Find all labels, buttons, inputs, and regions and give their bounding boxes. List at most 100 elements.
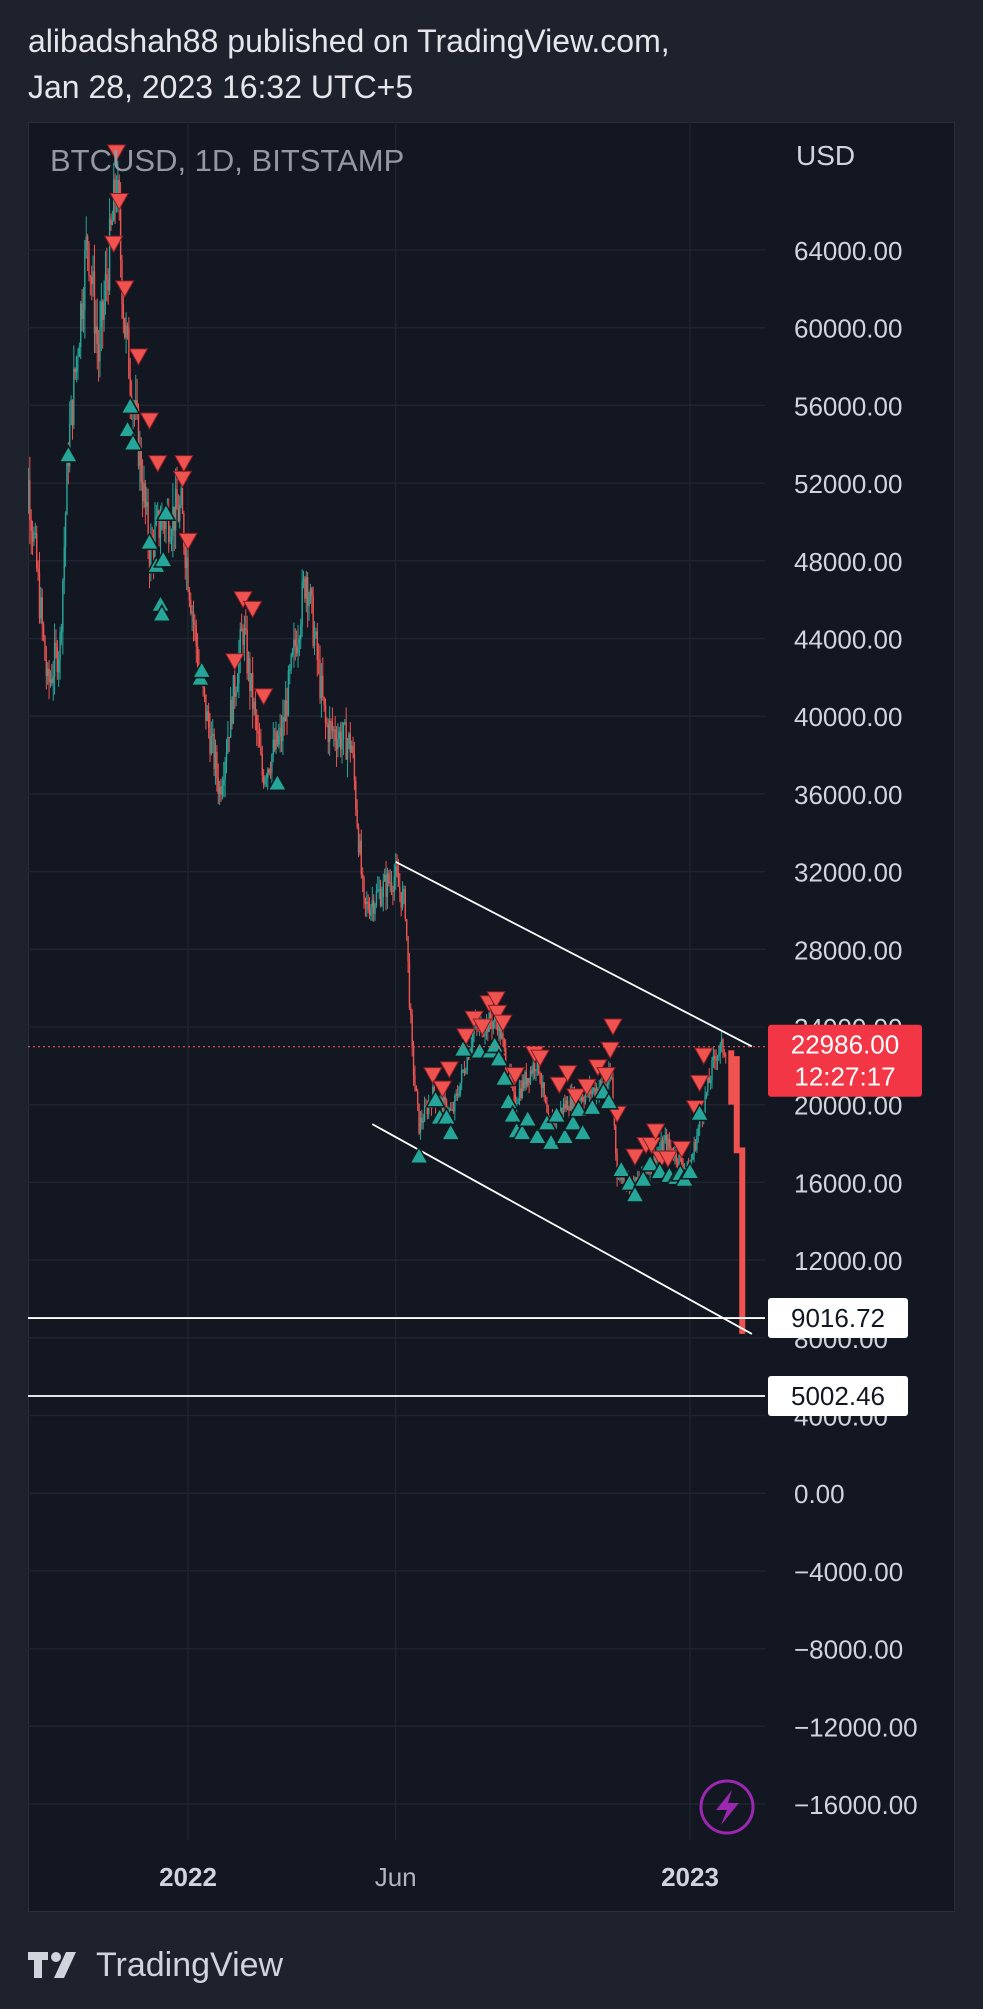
candle-body <box>664 1135 666 1141</box>
candle-body <box>49 679 52 683</box>
candle-body <box>227 737 229 753</box>
candle-body <box>301 581 303 626</box>
candle-body <box>217 777 219 794</box>
y-tick-label: −16000.00 <box>794 1790 918 1820</box>
sell-signal-marker <box>625 1148 645 1167</box>
sell-signal-marker <box>432 1080 453 1099</box>
candle-body <box>690 1159 693 1166</box>
candle-body <box>102 301 104 321</box>
candle-body <box>505 1047 507 1071</box>
candle-body <box>45 659 48 677</box>
candle-body <box>316 631 318 660</box>
projection-bar <box>733 1056 740 1154</box>
candle-body <box>531 1070 533 1074</box>
candle-body <box>146 502 148 507</box>
buy-signal-marker <box>488 1048 510 1067</box>
candle-body <box>580 1097 583 1101</box>
candle-body <box>280 727 283 742</box>
candle-body <box>425 1105 427 1107</box>
candle-body <box>543 1082 545 1097</box>
sell-signal-marker <box>455 1028 476 1046</box>
candle-body <box>363 877 365 899</box>
candle-body <box>251 673 254 709</box>
sell-signal-marker <box>603 1018 623 1037</box>
candle-body <box>539 1073 541 1083</box>
y-tick-label: 40000.00 <box>794 702 902 732</box>
candle-body <box>528 1078 530 1083</box>
candle-body <box>300 625 302 640</box>
candle-body <box>725 1054 727 1057</box>
buy-signal-marker <box>632 1168 654 1188</box>
candle-body <box>88 243 90 276</box>
candle-body <box>360 840 362 875</box>
buy-signal-marker <box>119 395 141 415</box>
candle-body <box>500 1033 503 1039</box>
candle-body <box>667 1138 669 1151</box>
candle-body <box>390 882 393 890</box>
candle-body <box>243 628 246 645</box>
candle-body <box>276 731 279 745</box>
candle-body <box>286 700 288 716</box>
lightning-icon[interactable] <box>699 1779 755 1835</box>
candle-body <box>135 400 137 410</box>
candle-body <box>209 727 211 754</box>
sell-signal-marker <box>439 1061 460 1079</box>
candle-body <box>693 1141 695 1155</box>
candle-body <box>333 729 335 731</box>
candle-body <box>126 325 129 329</box>
buy-signal-marker <box>58 444 79 463</box>
candle-body <box>165 515 167 529</box>
candle-body <box>240 628 243 632</box>
tradingview-logo-icon <box>28 1952 76 1978</box>
x-axis: 2022 Jun 2023 <box>159 1862 719 1892</box>
candle-body <box>594 1088 596 1097</box>
candle-body <box>707 1077 709 1092</box>
sell-signal-marker <box>505 1067 526 1085</box>
candle-body <box>129 378 131 396</box>
candle-body <box>513 1085 515 1093</box>
candle-body <box>540 1082 543 1089</box>
candle-body <box>544 1096 547 1103</box>
line-value-tag: 5002.46 <box>768 1376 908 1417</box>
candle-body <box>675 1151 677 1162</box>
sell-signal-marker <box>576 1078 597 1097</box>
candle-body <box>565 1100 567 1109</box>
candle-body <box>678 1154 680 1166</box>
candle-body <box>520 1088 522 1098</box>
candle-body <box>58 659 60 673</box>
candle-body <box>30 520 32 531</box>
candle-body <box>492 1021 495 1029</box>
candle-body <box>229 699 232 738</box>
candle-body <box>561 1107 563 1114</box>
candle-body <box>397 873 400 887</box>
candle-body <box>67 460 70 467</box>
candle-body <box>353 753 356 781</box>
candle-body <box>426 1105 429 1115</box>
candle-body <box>381 896 383 906</box>
candle-body <box>273 739 276 750</box>
candle-body <box>368 910 371 916</box>
lightning-icon-ring <box>699 1779 755 1835</box>
candle-body <box>346 743 349 760</box>
candle-body <box>265 778 268 780</box>
sell-signal-marker <box>106 144 127 162</box>
candle-body <box>220 786 222 796</box>
candle-body <box>302 578 305 582</box>
tradingview-brand[interactable]: TradingView <box>96 1945 284 1984</box>
sell-signal-marker <box>596 1067 616 1085</box>
candle-body <box>93 271 96 334</box>
candle-body <box>449 1109 452 1111</box>
candle-body <box>264 778 266 785</box>
candle-body <box>378 888 380 891</box>
line-value-tag: 9016.72 <box>768 1298 908 1339</box>
line-value-box <box>768 1298 908 1339</box>
candle-body <box>283 716 285 722</box>
candle-body <box>337 738 339 750</box>
candle-body <box>440 1097 442 1099</box>
currency-label: USD <box>796 140 856 171</box>
price-tag-box <box>768 1024 922 1097</box>
drawings <box>28 861 765 1397</box>
candle-body <box>228 737 230 739</box>
candle-body <box>147 502 149 546</box>
